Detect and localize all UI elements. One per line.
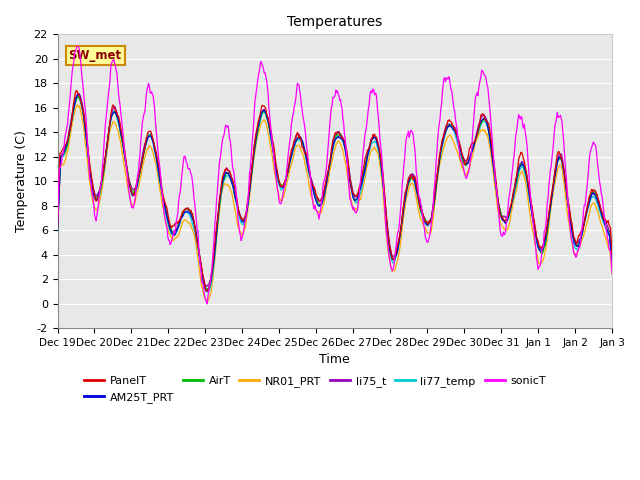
X-axis label: Time: Time <box>319 353 350 366</box>
Y-axis label: Temperature (C): Temperature (C) <box>15 130 28 232</box>
Title: Temperatures: Temperatures <box>287 15 383 29</box>
Legend: PanelT, AM25T_PRT, AirT, NR01_PRT, li75_t, li77_temp, sonicT: PanelT, AM25T_PRT, AirT, NR01_PRT, li75_… <box>80 372 550 407</box>
Text: SW_met: SW_met <box>68 49 122 62</box>
